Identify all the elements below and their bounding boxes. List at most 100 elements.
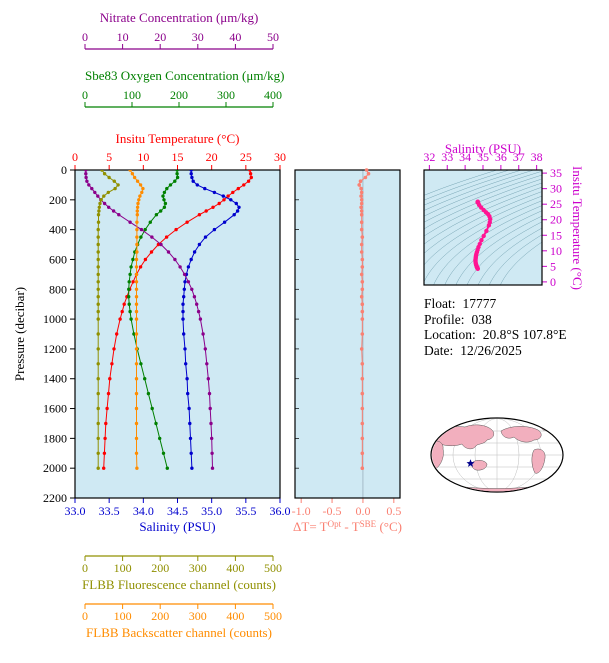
svg-text:0.0: 0.0 [355, 504, 370, 518]
svg-text:20: 20 [550, 213, 562, 227]
svg-text:0: 0 [82, 30, 88, 44]
svg-text:50: 50 [267, 30, 279, 44]
svg-text:300: 300 [189, 609, 207, 623]
svg-text:500: 500 [264, 561, 282, 575]
ts-salinity-axis-title: Salinity (PSU) [444, 141, 522, 156]
location-row: Location: 20.8°S 107.8°E [424, 327, 567, 343]
svg-text:35.0: 35.0 [201, 504, 222, 518]
delta-t-title-part: - T [341, 519, 360, 534]
svg-text:1600: 1600 [43, 402, 67, 416]
svg-text:25: 25 [550, 197, 562, 211]
continent-south-america [531, 448, 546, 474]
svg-text:-1.0: -1.0 [292, 504, 311, 518]
fluorescence-axis-title: FLBB Fluorescence channel (counts) [82, 577, 276, 592]
delta-t-title-sup: SBE [359, 519, 377, 529]
svg-text:2000: 2000 [43, 461, 67, 475]
svg-text:200: 200 [49, 193, 67, 207]
profile-plot-area [75, 170, 280, 498]
nitrate-axis-title: Nitrate Concentration (μm/kg) [99, 10, 259, 25]
ts-isopycnal-contours [424, 170, 542, 285]
location-value: 20.8°S 107.8°E [482, 327, 567, 342]
fluorescence-profile-curve [96, 170, 120, 470]
svg-text:34.5: 34.5 [167, 504, 188, 518]
svg-text:400: 400 [226, 609, 244, 623]
svg-text:0: 0 [61, 163, 67, 177]
svg-text:1000: 1000 [43, 312, 67, 326]
svg-text:10: 10 [550, 244, 562, 258]
svg-text:38: 38 [531, 150, 543, 164]
delta-t-title-part: (°C) [376, 519, 402, 534]
date-value: 12/26/2025 [460, 342, 522, 358]
svg-text:10: 10 [117, 30, 129, 44]
temperature-axis-title: Insitu Temperature (°C) [115, 131, 240, 146]
svg-text:25: 25 [240, 150, 252, 164]
continent-north-america [500, 426, 542, 443]
salinity-axis-title: Salinity (PSU) [139, 519, 216, 534]
temperature-profile-curve [102, 170, 253, 470]
profile-number-value: 038 [471, 311, 492, 327]
pressure-axis-title: Pressure (decibar) [12, 286, 27, 382]
nitrate-profile-curve [84, 170, 215, 470]
svg-text:300: 300 [217, 88, 235, 102]
svg-text:2200: 2200 [43, 491, 67, 505]
oxygen-axis-title: Sbe83 Oxygen Concentration (μm/kg) [85, 68, 285, 83]
location-label: Location: [424, 327, 476, 342]
svg-text:15: 15 [550, 228, 562, 242]
svg-text:0.5: 0.5 [386, 504, 401, 518]
ts-temperature-axis-title: Insitu Temperature (°C) [570, 166, 585, 290]
svg-text:20: 20 [206, 150, 218, 164]
svg-text:400: 400 [264, 88, 282, 102]
svg-text:36.0: 36.0 [270, 504, 291, 518]
svg-text:37: 37 [513, 150, 525, 164]
svg-text:32: 32 [423, 150, 435, 164]
svg-text:500: 500 [264, 609, 282, 623]
salinity-profile-curve [181, 170, 241, 470]
svg-text:600: 600 [49, 252, 67, 266]
profile-number-row: Profile: 038 [424, 312, 567, 328]
svg-text:5: 5 [106, 150, 112, 164]
svg-text:100: 100 [114, 609, 132, 623]
delta-t-plot-area [295, 170, 400, 498]
svg-text:200: 200 [170, 88, 188, 102]
float-id-label: Float: [424, 296, 456, 311]
svg-text:-0.5: -0.5 [323, 504, 342, 518]
fluorescence-axis: 0 100 200 300 400 500 [82, 555, 282, 575]
svg-text:200: 200 [151, 561, 169, 575]
svg-text:34.0: 34.0 [133, 504, 154, 518]
svg-text:30: 30 [274, 150, 286, 164]
float-id-value: 17777 [462, 296, 497, 311]
svg-text:300: 300 [189, 561, 207, 575]
ts-curve [473, 199, 493, 271]
profile-axes: 0200400600800100012001400160018002000220… [43, 150, 291, 518]
svg-text:200: 200 [151, 609, 169, 623]
float-id-row: Float: 17777 [424, 296, 567, 312]
float-info-block: Float: 17777 Profile: 038 Location: 20.8°S … [424, 296, 567, 358]
ts-plot-area [424, 170, 542, 285]
svg-text:30: 30 [192, 30, 204, 44]
svg-text:100: 100 [114, 561, 132, 575]
backscatter-axis: 0 100 200 300 400 500 [82, 603, 282, 623]
float-location-marker [466, 459, 475, 467]
svg-text:400: 400 [226, 561, 244, 575]
nitrate-axis: 0 10 20 30 40 50 [82, 30, 279, 50]
svg-text:34: 34 [459, 150, 471, 164]
oxygen-axis: 0 100 200 300 400 [82, 88, 282, 108]
svg-text:800: 800 [49, 282, 67, 296]
svg-text:33.0: 33.0 [65, 504, 86, 518]
date-label: Date: [424, 342, 454, 358]
profile-number-label: Profile: [424, 311, 465, 327]
svg-text:35.5: 35.5 [235, 504, 256, 518]
svg-text:30: 30 [550, 182, 562, 196]
svg-text:33: 33 [441, 150, 453, 164]
svg-text:0: 0 [82, 609, 88, 623]
svg-text:0: 0 [550, 275, 556, 289]
delta-t-series [357, 168, 371, 471]
delta-t-title-sup: Opt [327, 519, 342, 529]
continent-africa [432, 440, 444, 470]
svg-text:1400: 1400 [43, 372, 67, 386]
delta-t-title-part: ΔT= T [293, 519, 328, 534]
svg-text:1200: 1200 [43, 342, 67, 356]
